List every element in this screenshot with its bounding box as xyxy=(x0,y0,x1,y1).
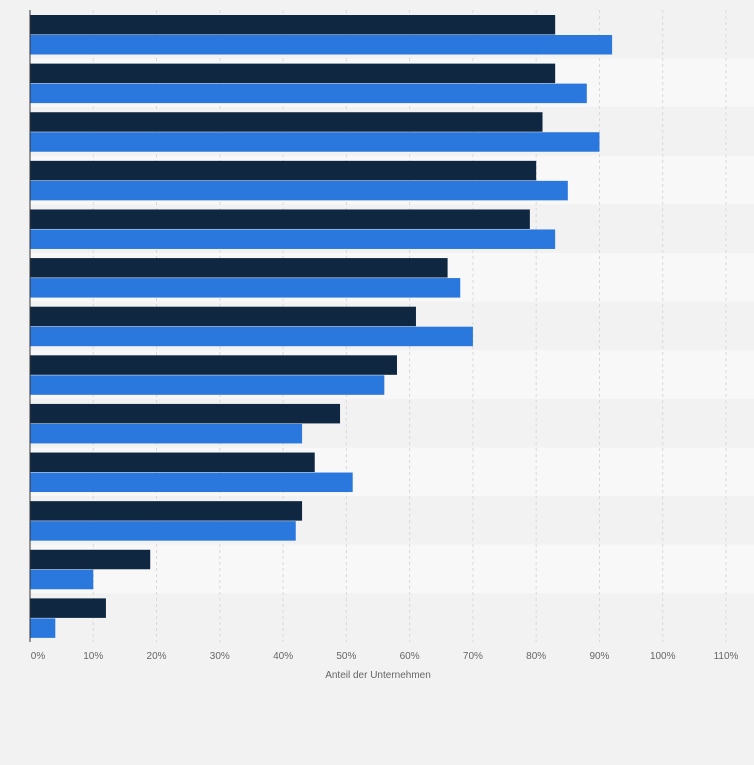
bar-series-1[interactable] xyxy=(30,15,556,35)
bar-series-1[interactable] xyxy=(30,306,416,327)
bar-series-1[interactable] xyxy=(30,209,530,229)
x-tick-label: 100% xyxy=(650,651,676,662)
bar-series-2[interactable] xyxy=(30,278,461,298)
bar-series-1[interactable] xyxy=(30,501,303,521)
bar-series-1[interactable] xyxy=(30,549,151,570)
bar-series-1[interactable] xyxy=(30,160,537,181)
bar-series-2[interactable] xyxy=(30,472,353,493)
bar-series-2[interactable] xyxy=(30,83,587,104)
x-tick-label: 50% xyxy=(336,651,356,662)
bar-series-2[interactable] xyxy=(30,326,473,347)
bar-series-2[interactable] xyxy=(30,375,385,395)
x-axis-label: Anteil der Unternehmen xyxy=(325,670,431,681)
x-tick-label: 0% xyxy=(31,651,46,662)
bar-series-1[interactable] xyxy=(30,112,543,132)
x-tick-label: 10% xyxy=(83,651,103,662)
x-tick-label: 80% xyxy=(526,651,546,662)
bar-series-2[interactable] xyxy=(30,521,296,541)
x-tick-label: 90% xyxy=(589,651,609,662)
x-tick-label: 70% xyxy=(463,651,483,662)
bars xyxy=(30,15,613,638)
bar-series-1[interactable] xyxy=(30,403,341,424)
bar-series-2[interactable] xyxy=(30,618,56,638)
bar-series-2[interactable] xyxy=(30,423,303,444)
row-band xyxy=(30,593,754,642)
bar-series-1[interactable] xyxy=(30,258,448,278)
x-tick-label: 110% xyxy=(714,651,739,662)
bar-series-1[interactable] xyxy=(30,63,556,84)
bar-series-1[interactable] xyxy=(30,355,397,375)
x-tick-label: 40% xyxy=(273,651,293,662)
bar-series-1[interactable] xyxy=(30,598,106,618)
bar-series-2[interactable] xyxy=(30,229,556,249)
x-tick-label: 30% xyxy=(210,651,230,662)
x-tick-label: 60% xyxy=(400,651,420,662)
row-band xyxy=(30,544,754,594)
x-axis-ticks: 0% 10% 20% 30% 40% 50% 60% 70% 80% 90% 100% 110% xyxy=(31,651,739,662)
bar-series-2[interactable] xyxy=(30,180,568,201)
x-tick-label: 20% xyxy=(147,651,167,662)
bar-series-2[interactable] xyxy=(30,132,600,152)
bar-series-1[interactable] xyxy=(30,452,315,473)
bar-series-2[interactable] xyxy=(30,35,613,55)
bar-series-2[interactable] xyxy=(30,569,94,590)
